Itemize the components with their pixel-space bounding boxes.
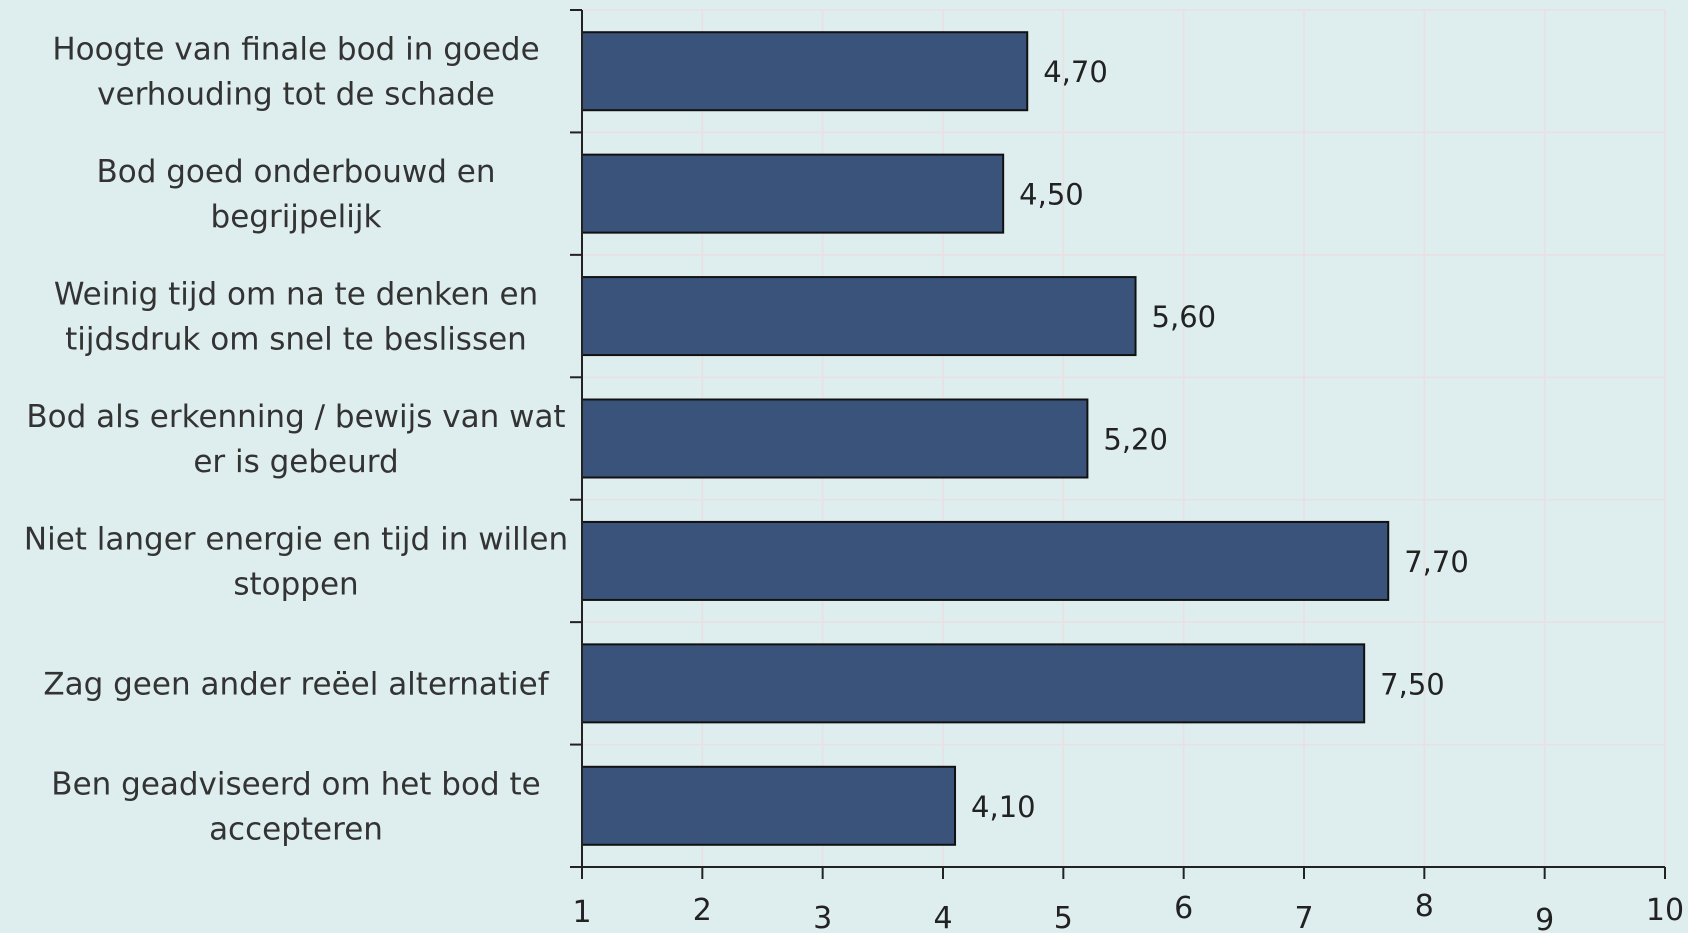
- data-label: 7,50: [1380, 667, 1445, 701]
- category-label: Bod goed onderbouwd en begrijpelijk: [96, 154, 495, 235]
- data-label: 7,70: [1404, 545, 1469, 579]
- category-label-line: Niet langer energie en tijd in willen: [24, 521, 568, 557]
- category-label: Niet langer energie en tijd in willen sto…: [24, 521, 568, 602]
- x-tick-label: 4: [933, 901, 952, 933]
- bar: [581, 765, 957, 846]
- x-tick-label: 2: [693, 893, 712, 928]
- category-label-line: tijdsdruk om snel te beslissen: [65, 322, 527, 358]
- category-label-line: Ben geadviseerd om het bod te: [51, 766, 540, 802]
- category-label-line: begrijpelijk: [211, 199, 382, 235]
- bar: [581, 153, 1005, 234]
- bar: [581, 276, 1137, 357]
- category-label-line: Weinig tijd om na te denken en: [54, 277, 538, 313]
- data-label: 5,20: [1103, 423, 1168, 457]
- bar: [581, 398, 1089, 479]
- labels: 4,70 4,50 5,60 5,20 7,70 7,50 4,10 1 2 3 4 5 6 7 8 9 10 H…: [24, 32, 1684, 933]
- x-tick-label: 5: [1054, 901, 1073, 933]
- category-label-line: Bod goed onderbouwd en: [96, 154, 495, 190]
- x-tick-label: 3: [813, 901, 832, 933]
- category-label-line: Zag geen ander reëel alternatief: [43, 666, 549, 702]
- category-label-line: Bod als erkenning / bewijs van wat: [26, 399, 565, 435]
- x-tick-label: 9: [1535, 903, 1554, 933]
- category-label-line: er is gebeurd: [193, 444, 398, 480]
- category-label-line: Hoogte van finale bod in goede: [52, 32, 539, 68]
- x-tick-label: 10: [1646, 893, 1684, 928]
- bar: [581, 31, 1029, 112]
- category-label: Zag geen ander reëel alternatief: [43, 666, 549, 702]
- bar: [581, 643, 1366, 724]
- category-label: Bod als erkenning / bewijs van wat er is …: [26, 399, 565, 480]
- axes: [570, 9, 1666, 879]
- x-tick-label: 1: [572, 895, 591, 930]
- data-label: 5,60: [1152, 300, 1217, 334]
- category-label: Weinig tijd om na te denken en tijdsdruk …: [54, 277, 538, 358]
- data-label: 4,10: [971, 790, 1036, 824]
- category-label-line: stoppen: [233, 566, 358, 602]
- x-tick-label: 6: [1174, 891, 1193, 926]
- bar: [581, 520, 1390, 601]
- category-label-line: accepteren: [209, 811, 383, 847]
- data-label: 4,70: [1043, 55, 1108, 89]
- category-label-line: verhouding tot de schade: [97, 77, 495, 113]
- x-tick-label: 7: [1294, 901, 1313, 933]
- data-label: 4,50: [1019, 178, 1084, 212]
- x-tick-label: 8: [1415, 889, 1434, 924]
- category-label: Ben geadviseerd om het bod te accepteren: [51, 766, 540, 847]
- category-label: Hoogte van finale bod in goede verhouding…: [52, 32, 539, 113]
- bars: [581, 31, 1390, 846]
